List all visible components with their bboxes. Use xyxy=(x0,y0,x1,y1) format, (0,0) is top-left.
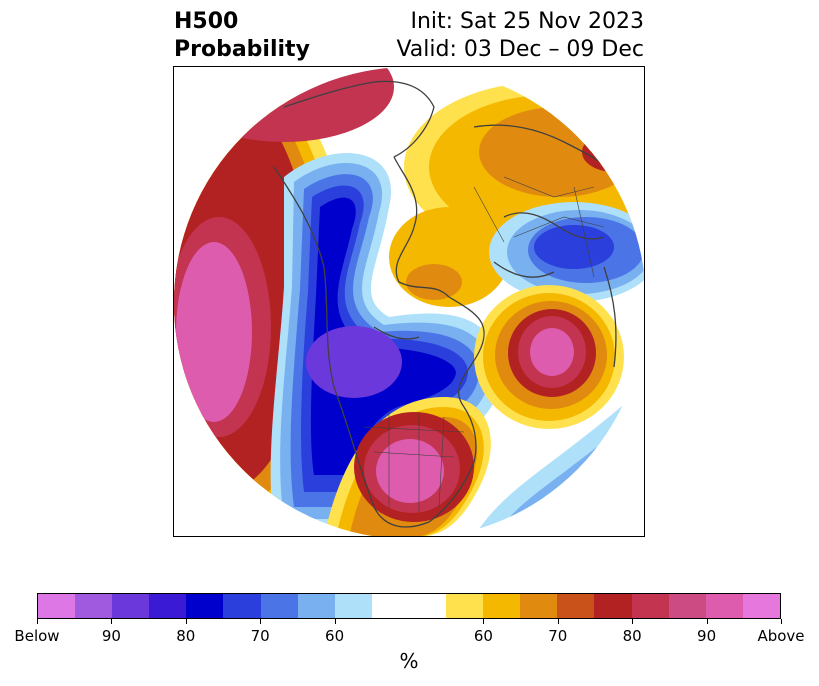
colorbar-segment xyxy=(223,594,261,618)
colorbar-tick-label: 90 xyxy=(101,627,121,645)
colorbar-tick-mark xyxy=(706,619,708,624)
colorbar-segment xyxy=(75,594,113,618)
colorbar-unit-label: % xyxy=(399,649,419,673)
colorbar-tick-label: 70 xyxy=(250,627,270,645)
colorbar xyxy=(37,593,781,619)
colorbar-segment xyxy=(260,594,298,618)
colorbar-tick-mark xyxy=(260,619,262,624)
colorbar-tick-mark xyxy=(557,619,559,624)
colorbar-segment xyxy=(446,594,484,618)
colorbar-segment xyxy=(705,594,743,618)
colorbar-segment xyxy=(742,594,780,618)
colorbar-segment xyxy=(38,594,76,618)
colorbar-segment xyxy=(371,594,409,618)
colorbar-tick-label: 90 xyxy=(697,627,717,645)
colorbar-segment xyxy=(408,594,447,618)
colorbar-tick-mark xyxy=(334,619,336,624)
colorbar-segment xyxy=(557,594,595,618)
coastlines xyxy=(273,80,625,528)
colorbar-segment xyxy=(520,594,558,618)
valid-range: Valid: 03 Dec – 09 Dec xyxy=(396,37,644,62)
title-variable: H500 xyxy=(174,9,239,34)
colorbar-tick-mark xyxy=(632,619,634,624)
title-product: Probability xyxy=(174,37,310,62)
borders xyxy=(363,176,605,512)
colorbar-segment xyxy=(297,594,335,618)
init-date: Init: Sat 25 Nov 2023 xyxy=(410,9,644,34)
colorbar-segment xyxy=(668,594,706,618)
atlantic-ridge xyxy=(474,285,624,429)
colorbar-tick-label: Above xyxy=(757,627,805,645)
colorbar-tick-label: 70 xyxy=(548,627,568,645)
colorbar-segment xyxy=(112,594,150,618)
title-right: Init: Sat 25 Nov 2023 Valid: 03 Dec – 09… xyxy=(396,8,644,64)
colorbar-tick-label: 80 xyxy=(176,627,196,645)
colorbar-segment xyxy=(149,594,187,618)
colorbar-tick-label: 60 xyxy=(473,627,493,645)
colorbar-tick-label: 80 xyxy=(622,627,642,645)
colorbar-tick-label: Below xyxy=(14,627,60,645)
colorbar-segment xyxy=(483,594,521,618)
map-frame xyxy=(173,66,645,537)
colorbar-tick-mark xyxy=(483,619,485,624)
colorbar-tick-mark xyxy=(37,619,38,624)
map-contours xyxy=(174,67,644,536)
colorbar-segment xyxy=(631,594,669,618)
colorbar-tick-mark xyxy=(185,619,187,624)
colorbar-segment xyxy=(186,594,224,618)
colorbar-segment xyxy=(594,594,632,618)
colorbar-segment xyxy=(334,594,372,618)
colorbar-tick-label: 60 xyxy=(325,627,345,645)
colorbar-tick-mark xyxy=(111,619,113,624)
title-left: H500 Probability xyxy=(174,8,310,64)
probability-map xyxy=(174,67,644,536)
colorbar-tick-mark xyxy=(781,619,782,624)
